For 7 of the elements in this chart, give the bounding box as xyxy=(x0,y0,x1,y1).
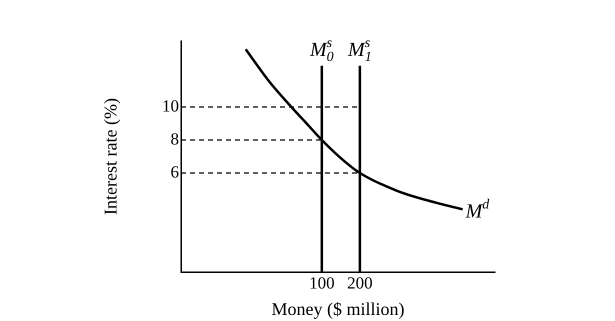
y-tick-label: 10 xyxy=(162,96,179,116)
x-tick-label: 100 xyxy=(309,274,335,293)
x-tick-label: 200 xyxy=(347,274,373,293)
y-tick-label: 8 xyxy=(170,129,179,148)
x-axis-title: Money ($ million) xyxy=(272,298,404,319)
y-tick-label: 6 xyxy=(170,162,179,182)
y-axis-title: Interest rate (%) xyxy=(100,98,121,215)
